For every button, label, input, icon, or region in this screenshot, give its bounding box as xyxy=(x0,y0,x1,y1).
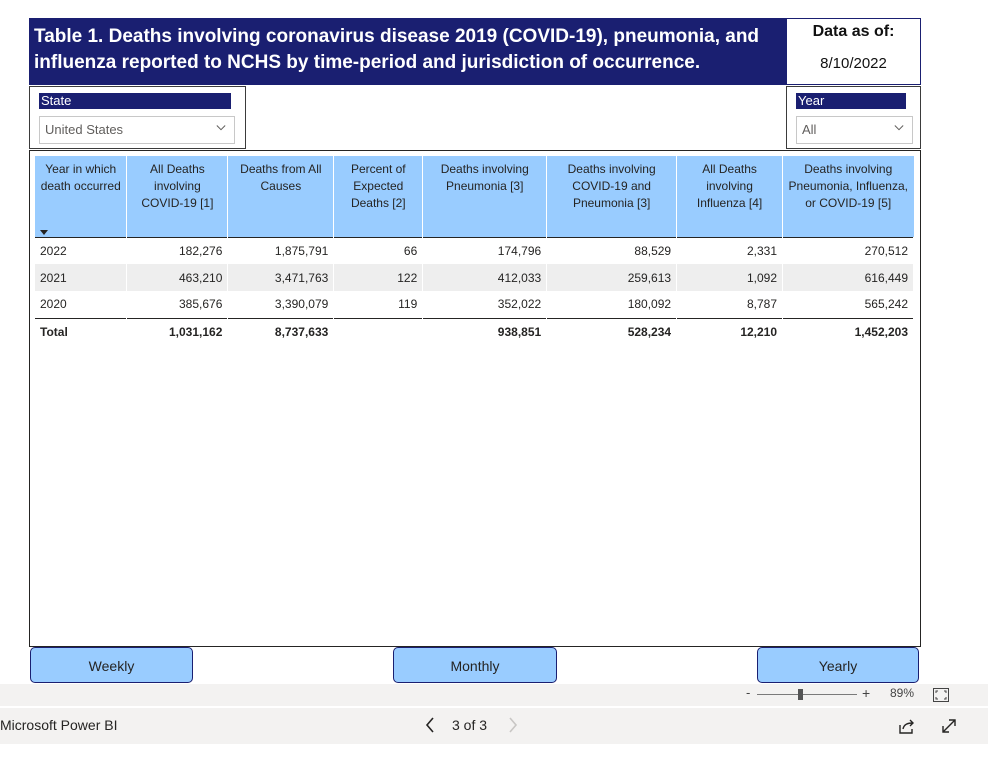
year-dropdown[interactable]: All xyxy=(796,116,913,144)
zoom-in-button[interactable]: + xyxy=(862,685,871,701)
table-cell: 2021 xyxy=(35,264,128,291)
table-cell: 565,242 xyxy=(782,291,914,318)
state-dropdown-value: United States xyxy=(45,122,124,137)
table-cell: 616,449 xyxy=(782,264,914,291)
table-cell: 182,276 xyxy=(126,236,229,264)
table-cell: 3,390,079 xyxy=(227,291,335,318)
table-row[interactable]: 2020 385,676 3,390,079 119 352,022 180,0… xyxy=(35,291,914,318)
zoom-bar xyxy=(0,684,988,706)
table-cell: 1,031,162 xyxy=(126,317,229,345)
year-dropdown-value: All xyxy=(802,122,817,137)
table-cell: 88,529 xyxy=(546,236,678,264)
report-title: Table 1. Deaths involving coronavirus di… xyxy=(34,26,760,73)
column-header-pic[interactable]: Deaths involving Pneumonia, Influenza, o… xyxy=(782,156,914,237)
table-row[interactable]: 2022 182,276 1,875,791 66 174,796 88,529… xyxy=(35,236,914,264)
table-cell: 3,471,763 xyxy=(227,264,335,291)
table-cell: 8,787 xyxy=(676,291,784,318)
monthly-button[interactable]: Monthly xyxy=(393,647,557,683)
table-cell: 2,331 xyxy=(676,236,784,264)
data-as-of-date: 8/10/2022 xyxy=(820,55,887,72)
table-cell: 528,234 xyxy=(546,317,678,345)
weekly-button[interactable]: Weekly xyxy=(30,647,193,683)
chevron-down-icon xyxy=(894,125,904,131)
footer-bar xyxy=(0,708,988,744)
table-cell: 259,613 xyxy=(546,264,678,291)
zoom-out-button[interactable]: - xyxy=(746,685,751,700)
table-row[interactable]: 2021 463,210 3,471,763 122 412,033 259,6… xyxy=(35,264,914,291)
table-header-row: Year in which death occurred All Deaths … xyxy=(35,156,914,237)
column-header-covid-and-pneumonia[interactable]: Deaths involving COVID-19 and Pneumonia … xyxy=(546,156,678,237)
fit-to-page-icon[interactable] xyxy=(933,688,949,702)
table-cell: 119 xyxy=(333,291,424,318)
previous-page-icon[interactable] xyxy=(424,716,436,734)
table-cell: 1,452,203 xyxy=(782,317,914,345)
table-cell: 352,022 xyxy=(422,291,548,318)
table-cell: 12,210 xyxy=(676,317,784,345)
year-slicer-label: Year xyxy=(796,93,906,109)
state-slicer-label: State xyxy=(39,93,231,109)
table-cell: 938,851 xyxy=(422,317,548,345)
column-header-covid-deaths[interactable]: All Deaths involving COVID-19 [1] xyxy=(126,156,229,237)
page-indicator: 3 of 3 xyxy=(452,717,488,733)
table-cell: 1,875,791 xyxy=(227,236,335,264)
zoom-slider-track[interactable] xyxy=(757,694,857,695)
fullscreen-icon[interactable] xyxy=(940,717,958,735)
table-cell: 463,210 xyxy=(126,264,229,291)
deaths-table: Year in which death occurred All Deaths … xyxy=(35,156,914,345)
share-icon[interactable] xyxy=(898,717,916,735)
state-slicer: State United States xyxy=(29,86,246,149)
data-as-of-label: Data as of: xyxy=(812,23,895,40)
table-cell: 8,737,633 xyxy=(227,317,335,345)
yearly-button[interactable]: Yearly xyxy=(757,647,919,683)
chevron-down-icon xyxy=(216,125,226,131)
table-cell: 270,512 xyxy=(782,236,914,264)
state-dropdown[interactable]: United States xyxy=(39,116,235,144)
table-cell xyxy=(333,317,424,345)
column-header-influenza[interactable]: All Deaths involving Influenza [4] xyxy=(676,156,784,237)
table-cell: 174,796 xyxy=(422,236,548,264)
table-cell: 2020 xyxy=(35,291,128,318)
column-header-pneumonia[interactable]: Deaths involving Pneumonia [3] xyxy=(422,156,548,237)
zoom-level: 89% xyxy=(890,686,915,700)
column-header-all-causes[interactable]: Deaths from All Causes xyxy=(227,156,335,237)
table-cell: 180,092 xyxy=(546,291,678,318)
table-total-row: Total 1,031,162 8,737,633 938,851 528,23… xyxy=(35,317,914,345)
table-cell: 412,033 xyxy=(422,264,548,291)
table-cell: Total xyxy=(35,317,128,345)
table-cell: 1,092 xyxy=(676,264,784,291)
table-cell: 2022 xyxy=(35,236,128,264)
table-cell: 66 xyxy=(333,236,424,264)
table-cell: 385,676 xyxy=(126,291,229,318)
column-header-percent-expected[interactable]: Percent of Expected Deaths [2] xyxy=(333,156,424,237)
column-header-year[interactable]: Year in which death occurred xyxy=(35,156,128,237)
report-title-banner: Table 1. Deaths involving coronavirus di… xyxy=(29,18,786,85)
table-cell: 122 xyxy=(333,264,424,291)
data-as-of-card: Data as of: 8/10/2022 xyxy=(786,18,921,85)
deaths-table-visual: Year in which death occurred All Deaths … xyxy=(29,150,921,647)
year-slicer: Year All xyxy=(786,86,921,149)
sort-descending-icon xyxy=(40,230,48,235)
zoom-slider-thumb[interactable] xyxy=(798,689,803,700)
next-page-icon[interactable] xyxy=(507,716,519,734)
brand-label[interactable]: Microsoft Power BI xyxy=(0,717,118,733)
